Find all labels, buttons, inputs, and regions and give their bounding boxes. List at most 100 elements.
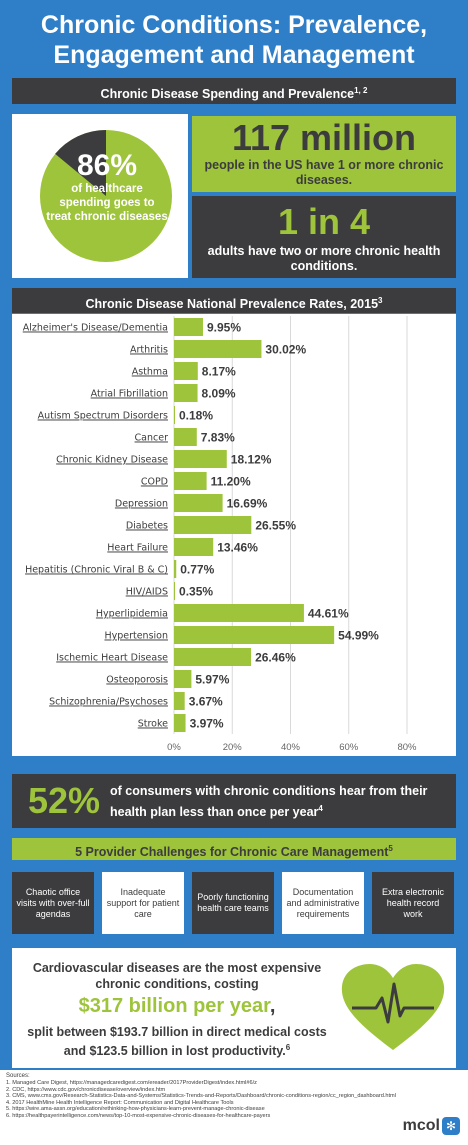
challenges-header: 5 Provider Challenges for Chronic Care M… <box>12 838 456 860</box>
page-title: Chronic Conditions: Prevalence, Engageme… <box>0 10 468 70</box>
bar <box>174 318 203 336</box>
source-item: 3. CMS, www.cms.gov/Research-Statistics-… <box>6 1093 396 1100</box>
cardio-split: split between $193.7 billion in direct m… <box>27 1025 327 1059</box>
challenge-card: Documentation and administrative require… <box>282 872 364 934</box>
bar-value-label: 8.17% <box>202 365 236 379</box>
challenges-header-sup: 5 <box>388 844 393 853</box>
source-item: 2. CDC, https://www.cdc.gov/chronicdisea… <box>6 1086 166 1093</box>
x-tick-label: 20% <box>223 742 243 753</box>
bar <box>174 648 252 666</box>
category-label: Diabetes <box>126 521 168 532</box>
bar <box>174 604 304 622</box>
x-tick-label: 60% <box>339 742 359 753</box>
section-header-spending-sup: 1, 2 <box>354 86 368 95</box>
bar-value-label: 11.20% <box>211 475 251 489</box>
prevalence-count-caption: people in the US have 1 or more chronic … <box>204 158 444 187</box>
bar-value-label: 8.09% <box>202 387 236 401</box>
chart-header-text: Chronic Disease National Prevalence Rate… <box>85 297 379 312</box>
bar <box>174 692 185 710</box>
spending-pie-chart <box>40 130 172 262</box>
bar <box>174 714 186 732</box>
source-item: 4. 2017 HealthMine Health Intelligence R… <box>6 1099 234 1106</box>
bar <box>174 450 227 468</box>
engagement-text-wrap: of consumers with chronic conditions hea… <box>110 782 450 821</box>
bar <box>174 428 197 446</box>
logo-text: mcol <box>402 1117 440 1134</box>
chart-header: Chronic Disease National Prevalence Rate… <box>12 288 456 313</box>
category-label: Asthma <box>132 367 168 378</box>
bar <box>174 626 335 644</box>
prevalence-count-number: 117 million <box>231 117 417 158</box>
engagement-percent: 52% <box>28 780 101 821</box>
bar <box>174 560 177 578</box>
mcol-logo: mcol ✻ <box>403 1117 460 1135</box>
bar-value-label: 13.46% <box>217 541 258 555</box>
category-label: Osteoporosis <box>106 675 168 686</box>
source-item: 1. Managed Care Digest, https://managedc… <box>6 1080 257 1086</box>
category-label: Hepatitis (Chronic Viral B & C) <box>25 565 168 576</box>
category-label: Alzheimer's Disease/Dementia <box>23 323 168 334</box>
cardio-intro: Cardiovascular diseases are the most exp… <box>32 961 322 991</box>
source-item: 6. https://healthpayerintelligence.com/n… <box>6 1112 271 1119</box>
spending-percent: 86% <box>76 149 138 182</box>
engagement-box: 52% of consumers with chronic conditions… <box>12 774 456 828</box>
bar <box>174 538 214 556</box>
bar-value-label: 18.12% <box>231 453 272 467</box>
cardio-cost: $317 billion per year <box>78 995 270 1017</box>
bar <box>174 582 176 600</box>
bar <box>174 494 223 512</box>
logo-snowflake-icon: ✻ <box>442 1117 460 1135</box>
cardio-split-wrap: split between $193.7 billion in direct m… <box>22 1024 332 1059</box>
page-title-line2: Engagement and Management <box>53 41 415 69</box>
category-label: Cancer <box>135 433 169 444</box>
category-label: HIV/AIDS <box>126 587 168 598</box>
category-label: Stroke <box>138 719 168 730</box>
section-header-spending-text: Chronic Disease Spending and Prevalence <box>100 87 355 102</box>
bar-value-label: 0.77% <box>180 563 214 577</box>
category-label: Hypertension <box>104 631 168 642</box>
bar-value-label: 3.67% <box>189 695 223 709</box>
bar-value-label: 5.97% <box>195 673 229 687</box>
spending-caption: of healthcare spending goes to treat chr… <box>46 183 168 223</box>
challenge-card: Poorly functioning health care teams <box>192 872 274 934</box>
cardio-cost-wrap: $317 billion per year, <box>22 992 332 1020</box>
bar-value-label: 7.83% <box>201 431 235 445</box>
prevalence-bar-chart: 0% 20% 40% 60% 80% Alzheimer's Disease/Dement… <box>23 316 417 753</box>
category-label: Arthritis <box>130 345 168 356</box>
heart-icon <box>341 964 445 1050</box>
cardio-comma: , <box>269 995 276 1017</box>
bar <box>174 362 198 380</box>
x-tick-label: 80% <box>397 742 417 753</box>
chart-header-sup: 3 <box>378 296 383 305</box>
bar-value-label: 0.18% <box>179 409 213 423</box>
bar-value-label: 30.02% <box>265 343 306 357</box>
category-label: Schizophrenia/Psychoses <box>49 697 168 708</box>
bar-value-label: 26.46% <box>255 651 296 665</box>
engagement-sup: 4 <box>318 804 323 813</box>
x-tick-label: 40% <box>281 742 301 753</box>
bar-value-label: 44.61% <box>308 607 349 621</box>
category-label: Chronic Kidney Disease <box>56 455 168 466</box>
x-tick-label: 0% <box>167 742 181 753</box>
bar-value-label: 26.55% <box>255 519 296 533</box>
multiple-conditions-caption: adults have two or more chronic health c… <box>207 244 441 273</box>
page-title-line1: Chronic Conditions: Prevalence, <box>40 11 428 39</box>
category-label: Depression <box>115 499 168 510</box>
cardio-sup: 6 <box>285 1043 291 1052</box>
cardio-box: Cardiovascular diseases are the most exp… <box>12 948 456 1068</box>
bar-value-label: 54.99% <box>338 629 379 643</box>
multiple-conditions-number: 1 in 4 <box>277 201 371 242</box>
pie-slice-other <box>55 130 106 196</box>
sources-panel: Sources: 1. Managed Care Digest, https:/… <box>0 1070 468 1145</box>
category-label: Heart Failure <box>107 543 168 554</box>
challenges-header-text: 5 Provider Challenges for Chronic Care M… <box>75 845 389 860</box>
bar <box>174 340 262 358</box>
category-label: Atrial Fibrillation <box>91 389 168 400</box>
prevalence-chart-panel: 0% 20% 40% 60% 80% Alzheimer's Disease/Dement… <box>12 314 456 756</box>
engagement-text: of consumers with chronic conditions hea… <box>110 784 428 820</box>
bar <box>174 384 198 402</box>
prevalence-count-box: 117 million people in the US have 1 or m… <box>192 116 456 192</box>
challenge-card: Extra electronic health record work <box>372 872 454 934</box>
bar <box>174 516 252 534</box>
bar <box>174 472 207 490</box>
